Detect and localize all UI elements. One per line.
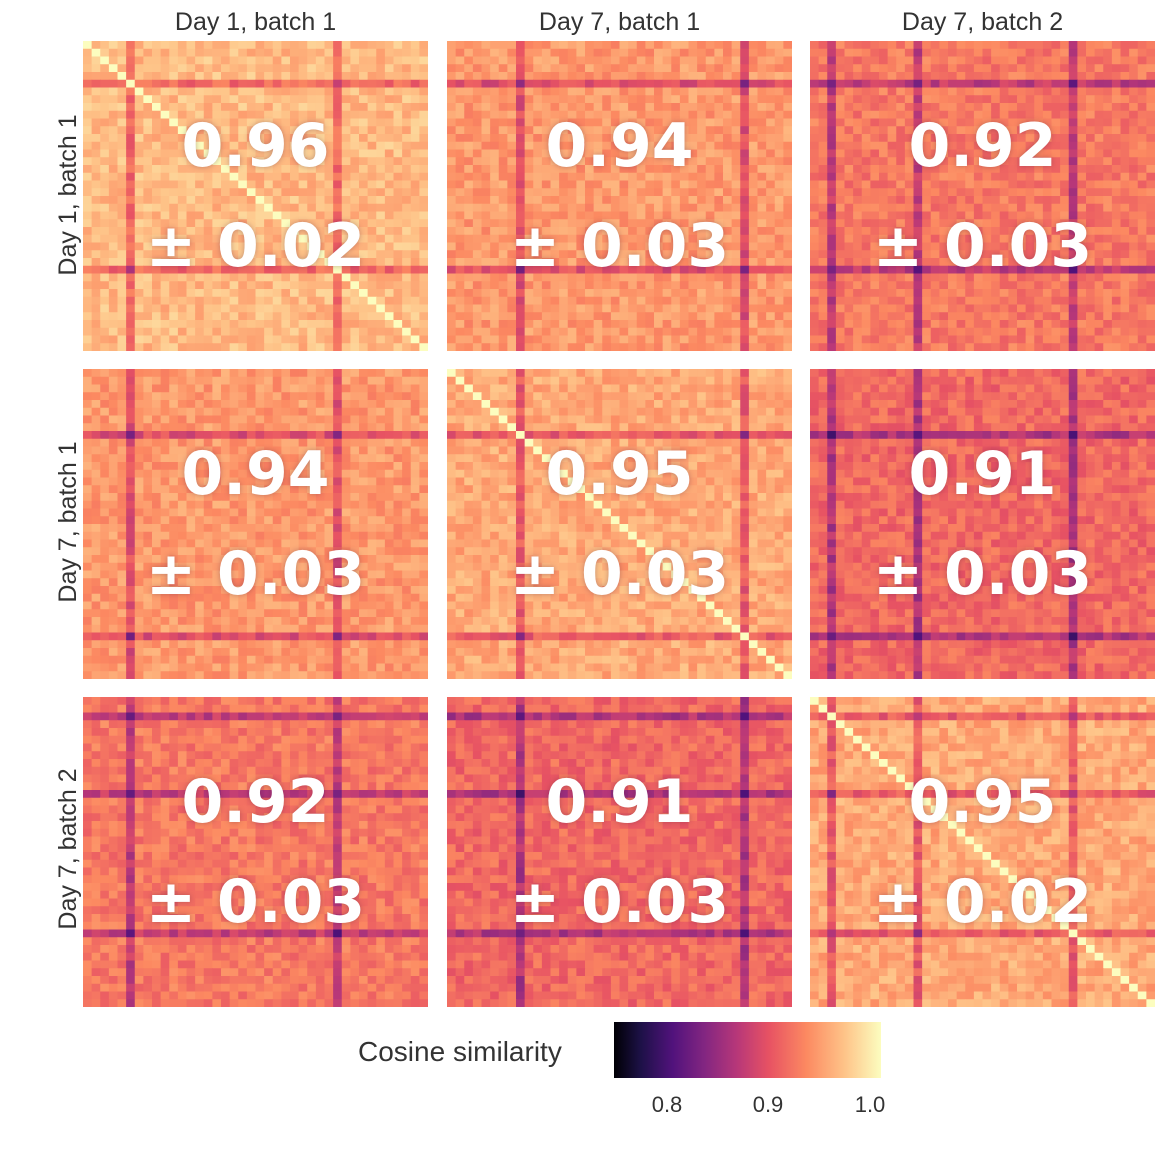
mean-value-label: 0.92 <box>181 767 330 837</box>
panel-annotation: 0.94 ± 0.03 <box>83 369 428 679</box>
panel-annotation: 0.91 ± 0.03 <box>447 697 792 1007</box>
mean-value-label: 0.95 <box>908 767 1057 837</box>
heatmap-cells <box>83 697 428 1007</box>
column-label-day1-batch1: Day 1, batch 1 <box>174 8 337 36</box>
sd-value-label: ± 0.03 <box>509 211 730 281</box>
colorbar-tick-1: 0.9 <box>752 1092 784 1117</box>
column-label-day7-batch1: Day 7, batch 1 <box>538 8 701 36</box>
mean-value-label: 0.92 <box>908 111 1057 181</box>
heatmap-cells <box>810 369 1155 679</box>
mean-value-label: 0.95 <box>545 439 694 509</box>
colorbar-tick-2: 1.0 <box>854 1092 886 1117</box>
sd-value-label: ± 0.03 <box>872 211 1093 281</box>
row-label-day7-batch1: Day 7, batch 1 <box>54 441 82 603</box>
heatmap-panel-2-2: 0.95 ± 0.02 <box>810 697 1155 1007</box>
heatmap-panel-1-0: 0.94 ± 0.03 <box>83 369 428 679</box>
panel-annotation: 0.94 ± 0.03 <box>447 41 792 351</box>
heatmap-cells <box>810 697 1155 1007</box>
heatmap-panel-2-1: 0.91 ± 0.03 <box>447 697 792 1007</box>
colorbar-title: Cosine similarity <box>358 1036 562 1067</box>
panel-annotation: 0.95 ± 0.03 <box>447 369 792 679</box>
sd-value-label: ± 0.03 <box>145 867 366 937</box>
mean-value-label: 0.94 <box>545 111 694 181</box>
sd-value-label: ± 0.02 <box>145 211 366 281</box>
row-label-day1-batch1: Day 1, batch 1 <box>54 114 82 276</box>
colorbar <box>614 1022 881 1078</box>
panel-annotation: 0.91 ± 0.03 <box>810 369 1155 679</box>
heatmap-cells <box>810 41 1155 351</box>
sd-value-label: ± 0.02 <box>872 867 1093 937</box>
panel-annotation: 0.92 ± 0.03 <box>810 41 1155 351</box>
heatmap-panel-0-2: 0.92 ± 0.03 <box>810 41 1155 351</box>
heatmap-cells <box>83 369 428 679</box>
heatmap-panel-0-1: 0.94 ± 0.03 <box>447 41 792 351</box>
sd-value-label: ± 0.03 <box>872 539 1093 609</box>
panel-annotation: 0.96 ± 0.02 <box>83 41 428 351</box>
sd-value-label: ± 0.03 <box>509 867 730 937</box>
heatmap-cells <box>447 369 792 679</box>
colorbar-tick-0: 0.8 <box>651 1092 683 1117</box>
heatmap-panel-1-1: 0.95 ± 0.03 <box>447 369 792 679</box>
sd-value-label: ± 0.03 <box>145 539 366 609</box>
colorbar-tickmark-2 <box>869 1078 871 1086</box>
mean-value-label: 0.91 <box>545 767 694 837</box>
mean-value-label: 0.96 <box>181 111 330 181</box>
colorbar-tickmark-0 <box>666 1078 668 1086</box>
heatmap-cells <box>83 41 428 351</box>
heatmap-panel-0-0: 0.96 ± 0.02 <box>83 41 428 351</box>
sd-value-label: ± 0.03 <box>509 539 730 609</box>
colorbar-tickmark-1 <box>767 1078 769 1086</box>
heatmap-panel-1-2: 0.91 ± 0.03 <box>810 369 1155 679</box>
panel-annotation: 0.92 ± 0.03 <box>83 697 428 1007</box>
column-label-day7-batch2: Day 7, batch 2 <box>901 8 1064 36</box>
row-label-day7-batch2: Day 7, batch 2 <box>54 768 82 930</box>
heatmap-cells <box>447 697 792 1007</box>
heatmap-cells <box>447 41 792 351</box>
heatmap-panel-2-0: 0.92 ± 0.03 <box>83 697 428 1007</box>
panel-annotation: 0.95 ± 0.02 <box>810 697 1155 1007</box>
mean-value-label: 0.94 <box>181 439 330 509</box>
mean-value-label: 0.91 <box>908 439 1057 509</box>
